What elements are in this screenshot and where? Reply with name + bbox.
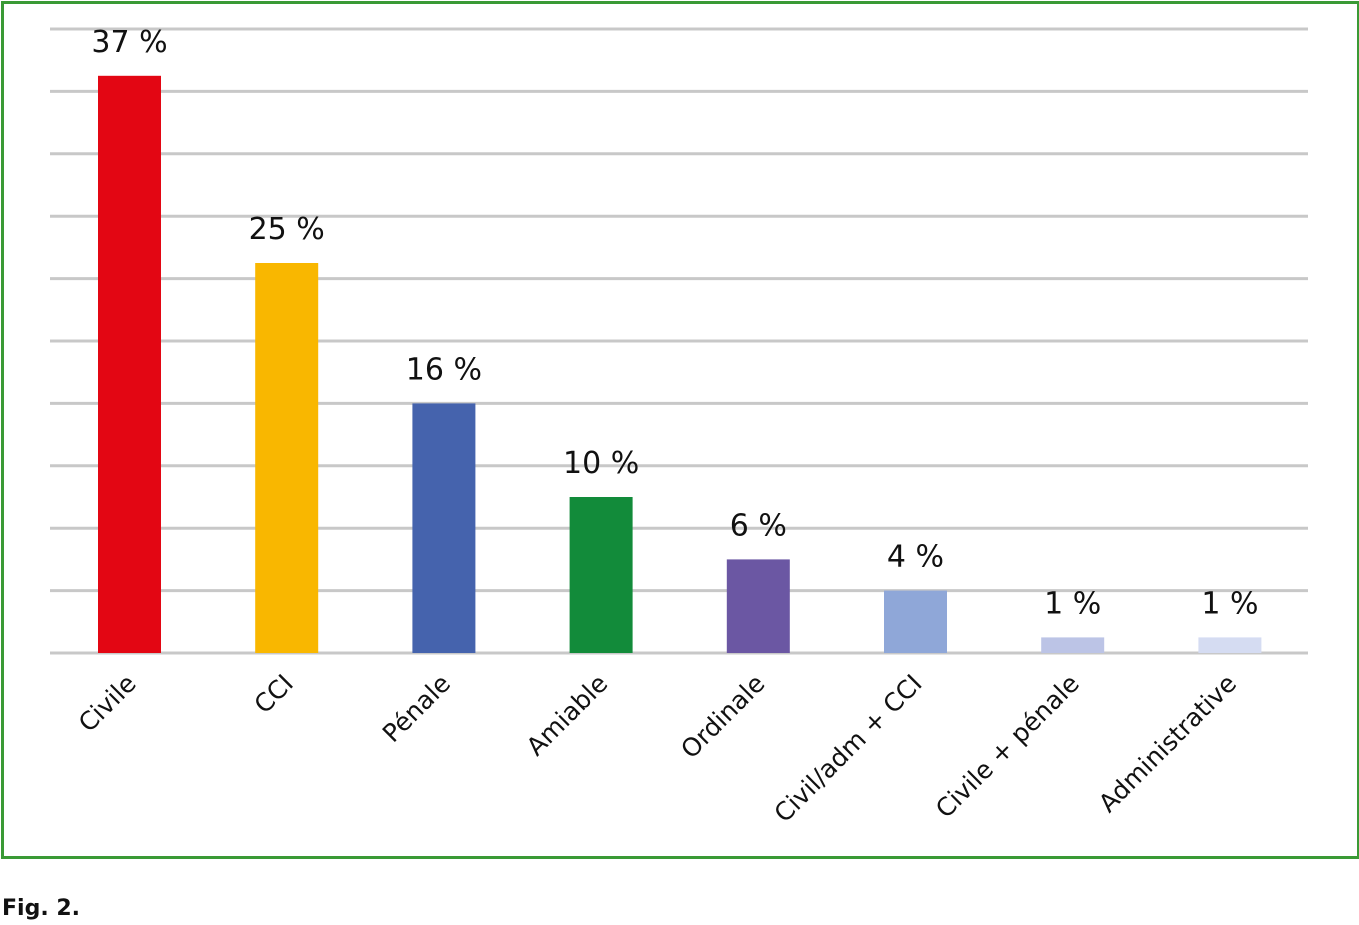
bar-3 (412, 403, 476, 653)
bar-4 (569, 497, 633, 653)
value-label-6: 4 % (887, 540, 944, 575)
bars (98, 75, 1262, 654)
category-label-6: Civil/adm + CCI (769, 669, 928, 828)
bar-5 (726, 559, 790, 653)
category-label-3: Pénale (377, 669, 456, 748)
bar-8 (1198, 637, 1262, 653)
value-label-1: 37 % (91, 25, 167, 60)
value-label-2: 25 % (249, 212, 325, 247)
bar-1 (98, 75, 161, 654)
value-label-7: 1 % (1044, 586, 1101, 621)
chart-frame: 37 % 25 % 16 % 10 % 6 % 4 % 1 % 1 % Civile CCI Pé… (1, 1, 1359, 859)
value-label-5: 6 % (730, 508, 787, 543)
value-labels: 37 % 25 % 16 % 10 % 6 % 4 % 1 % 1 % (91, 25, 1258, 622)
category-label-2: CCI (249, 669, 299, 719)
figure-caption: Fig. 2. (2, 896, 80, 921)
category-label-5: Ordinale (675, 669, 770, 764)
grid-lines (50, 27, 1308, 655)
category-label-8: Administrative (1093, 669, 1242, 818)
value-label-4: 10 % (563, 446, 639, 481)
category-label-1: Civile (73, 669, 142, 738)
value-label-3: 16 % (406, 352, 482, 387)
bar-chart: 37 % 25 % 16 % 10 % 6 % 4 % 1 % 1 % Civile CCI Pé… (50, 25, 1308, 828)
category-label-4: Amiable (521, 669, 614, 762)
category-label-7: Civile + pénale (930, 669, 1085, 824)
category-tick-labels: Civile CCI Pénale Amiable OrdinaleCivil/adm … (73, 669, 1242, 828)
bar-6 (884, 590, 947, 653)
bar-2 (255, 263, 319, 653)
bar-7 (1041, 637, 1105, 653)
value-label-8: 1 % (1201, 586, 1258, 621)
